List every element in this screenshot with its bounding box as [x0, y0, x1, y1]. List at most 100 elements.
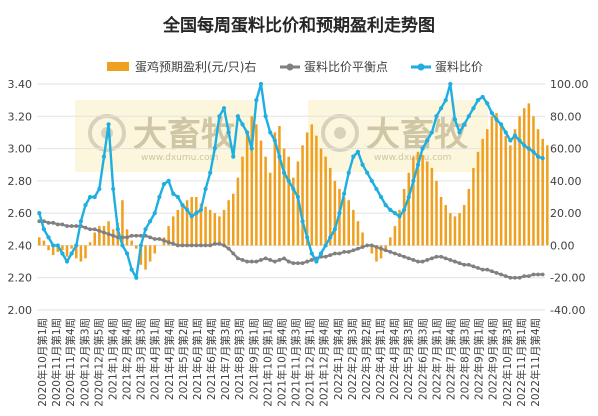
ratio-point: [231, 154, 236, 159]
breakeven-point: [383, 248, 388, 253]
profit-bar: [292, 177, 295, 246]
right-tick-label: 80.00: [550, 110, 582, 123]
ratio-point: [152, 211, 157, 216]
x-tick-label: 2021年4月第1周: [149, 318, 162, 400]
profit-bar: [93, 232, 96, 246]
left-tick-label: 3.20: [8, 110, 33, 123]
x-tick-label: 2021年2月第4周: [121, 318, 134, 400]
ratio-point: [175, 194, 180, 200]
breakeven-point: [300, 261, 305, 266]
profit-bar: [509, 145, 512, 246]
profit-bar: [546, 145, 549, 246]
ratio-point: [512, 133, 518, 138]
breakeven-point: [259, 258, 263, 262]
profit-bar: [167, 226, 170, 246]
ratio-point: [221, 106, 227, 111]
left-tick-label: 2.80: [8, 175, 33, 188]
breakeven-point: [102, 230, 106, 235]
legend-label-ratio: 蛋料比价: [435, 60, 483, 74]
profit-bar: [412, 156, 415, 246]
ratio-point: [129, 267, 134, 272]
breakeven-point: [434, 254, 439, 259]
right-tick-label: -40.00: [550, 304, 585, 317]
breakeven-point: [291, 261, 296, 266]
profit-bar: [259, 140, 263, 246]
ratio-point: [37, 211, 42, 216]
breakeven-point: [360, 245, 365, 249]
breakeven-point: [148, 235, 153, 240]
ratio-point: [448, 81, 453, 87]
breakeven-point: [134, 233, 139, 238]
breakeven-point: [309, 258, 314, 262]
breakeven-point: [97, 229, 102, 233]
ratio-point: [69, 251, 74, 256]
profit-bar: [324, 156, 327, 246]
ratio-point: [41, 227, 47, 232]
breakeven-point: [277, 258, 282, 262]
profit-bar: [190, 197, 193, 246]
ratio-point: [97, 186, 102, 192]
breakeven-point: [125, 235, 129, 240]
profit-bar: [421, 155, 424, 246]
ratio-point: [475, 98, 481, 103]
ratio-point: [328, 235, 333, 240]
ratio-point: [402, 207, 407, 213]
ratio-point: [88, 194, 93, 200]
profit-bar: [47, 245, 50, 251]
profit-bar: [342, 197, 346, 246]
profit-bar: [65, 245, 69, 257]
profit-bar: [425, 161, 429, 246]
x-tick-label: 2022年7月第4周: [444, 318, 457, 400]
x-tick-label: 2022年3月第2周: [360, 318, 373, 400]
profit-bar: [144, 245, 147, 270]
breakeven-point: [526, 274, 531, 278]
x-tick-label: 2021年3月第3周: [135, 318, 148, 400]
breakeven-point: [263, 256, 268, 261]
profit-bar: [185, 200, 189, 246]
profit-bar: [527, 103, 531, 246]
right-tick-label: 20.00: [550, 207, 582, 220]
breakeven-point: [443, 256, 448, 261]
profit-bar: [195, 197, 198, 246]
profit-bar: [522, 108, 526, 246]
profit-bar: [407, 172, 411, 246]
profit-bar: [356, 221, 360, 246]
ratio-point: [212, 146, 217, 151]
ratio-point: [378, 194, 384, 200]
profit-bar: [439, 197, 443, 246]
breakeven-point: [282, 256, 286, 261]
profit-bar: [250, 116, 254, 246]
breakeven-point: [106, 232, 111, 237]
ratio-point: [531, 149, 536, 154]
profit-bar: [333, 180, 337, 246]
ratio-point: [263, 114, 268, 119]
ratio-point: [535, 154, 541, 159]
profit-bar: [305, 132, 309, 246]
x-tick-label: 2022年4月第4周: [388, 318, 401, 400]
ratio-point: [143, 227, 148, 232]
profit-bar: [70, 245, 73, 249]
ratio-point: [346, 170, 351, 175]
ratio-point: [388, 207, 393, 213]
ratio-point: [434, 114, 439, 119]
breakeven-point: [420, 259, 425, 264]
profit-bar: [389, 237, 392, 246]
breakeven-point: [351, 248, 356, 253]
ratio-point: [46, 235, 51, 240]
profit-bar: [227, 200, 230, 246]
breakeven-point: [231, 251, 236, 256]
breakeven-point: [453, 259, 457, 264]
ratio-point: [392, 211, 398, 216]
ratio-point: [499, 122, 504, 127]
profit-bar: [490, 116, 494, 246]
profit-bar: [393, 226, 397, 246]
left-axis-ticks: 2.00 2.20 2.40 2.60 2.80 3.00 3.20 3.40: [8, 78, 33, 317]
breakeven-point: [74, 224, 79, 228]
x-tick-label: 2021年10月第1周: [261, 318, 274, 407]
ratio-point: [489, 110, 494, 116]
ratio-point: [138, 243, 144, 248]
breakeven-point: [249, 259, 254, 264]
x-tick-label: 2021年11月第3周: [290, 318, 303, 407]
profit-bar: [102, 226, 106, 246]
